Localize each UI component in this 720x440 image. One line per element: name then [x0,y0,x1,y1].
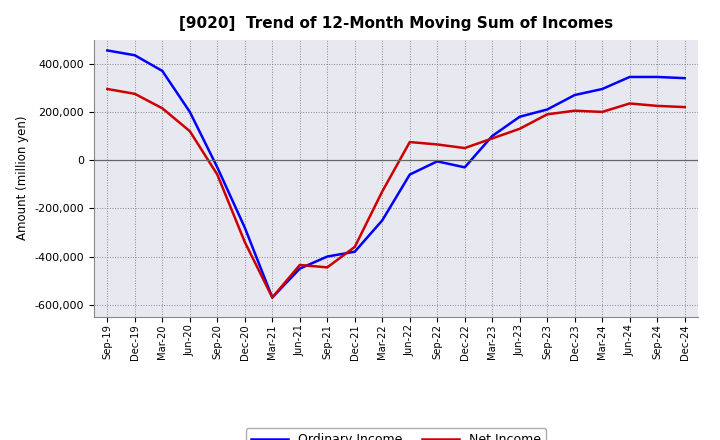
Ordinary Income [186,109,194,114]
Title: [9020]  Trend of 12-Month Moving Sum of Incomes: [9020] Trend of 12-Month Moving Sum of I… [179,16,613,32]
Net Income [130,91,139,96]
Net Income [186,128,194,134]
Net Income [405,139,414,145]
Ordinary Income [213,165,222,170]
Net Income [378,189,387,194]
Net Income [626,101,634,106]
Ordinary Income [460,165,469,170]
Ordinary Income [543,107,552,112]
Legend: Ordinary Income, Net Income: Ordinary Income, Net Income [246,429,546,440]
Ordinary Income [653,74,662,80]
Ordinary Income [130,53,139,58]
Net Income [460,146,469,151]
Ordinary Income [378,218,387,223]
Ordinary Income [626,74,634,80]
Ordinary Income [295,266,304,271]
Y-axis label: Amount (million yen): Amount (million yen) [16,116,29,240]
Ordinary Income [405,172,414,177]
Net Income [598,109,606,114]
Ordinary Income [103,48,112,53]
Ordinary Income [240,225,249,230]
Net Income [103,86,112,92]
Line: Net Income: Net Income [107,89,685,297]
Net Income [516,126,524,132]
Net Income [543,112,552,117]
Ordinary Income [351,249,359,254]
Ordinary Income [323,254,332,259]
Ordinary Income [433,159,441,164]
Net Income [351,244,359,249]
Net Income [158,106,166,111]
Ordinary Income [488,133,497,139]
Net Income [433,142,441,147]
Ordinary Income [268,295,276,300]
Ordinary Income [516,114,524,119]
Ordinary Income [570,92,579,98]
Net Income [240,239,249,245]
Net Income [680,104,689,110]
Net Income [323,265,332,270]
Net Income [488,136,497,141]
Net Income [268,295,276,300]
Ordinary Income [158,68,166,73]
Net Income [570,108,579,114]
Net Income [213,172,222,177]
Line: Ordinary Income: Ordinary Income [107,51,685,297]
Ordinary Income [680,76,689,81]
Net Income [295,262,304,268]
Net Income [653,103,662,109]
Ordinary Income [598,86,606,92]
